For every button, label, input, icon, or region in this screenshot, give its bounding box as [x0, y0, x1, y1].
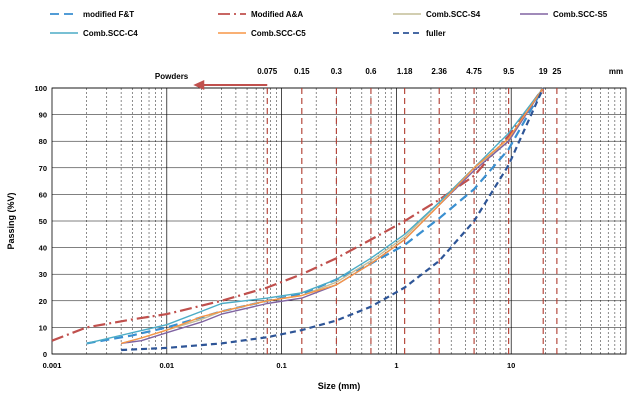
series-line — [51, 87, 545, 342]
sieve-label: 19 — [539, 67, 548, 76]
series-line — [120, 87, 544, 345]
sieve-unit-label: mm — [609, 67, 623, 76]
sieve-label: 0.3 — [331, 67, 343, 76]
y-tick-label: 100 — [34, 84, 47, 93]
y-tick-label: 60 — [39, 190, 47, 199]
y-tick-label: 90 — [39, 111, 47, 120]
legend-entry: Comb.SCC-C5 — [251, 29, 306, 38]
sieve-label: 25 — [552, 67, 561, 76]
legend-entry: Modified A&A — [251, 10, 303, 19]
y-axis-label: Passing (%V) — [6, 192, 16, 249]
powders-label: Powders — [155, 72, 189, 81]
series-line — [121, 87, 544, 345]
powders-annotation: Powders — [155, 72, 268, 90]
y-tick-label: 0 — [43, 350, 47, 359]
sieve-label: 1.18 — [397, 67, 413, 76]
y-tick-label: 80 — [39, 137, 47, 146]
axes: 0 10 20 30 40 50 60 70 80 90 100 0.001 0.01 0.1 1 10 — [34, 84, 515, 370]
sieve-label: 4.75 — [466, 67, 482, 76]
sieve-label: 2.36 — [431, 67, 447, 76]
plot-area: 0.075 0.15 0.3 0.6 1.18 2.36 4.75 9.5 19 25 mm — [51, 67, 627, 355]
legend-entry: Comb.SCC-S4 — [426, 10, 481, 19]
x-axis-label: Size (mm) — [318, 381, 361, 391]
sieve-label: 0.6 — [365, 67, 377, 76]
legend: modified F&T Modified A&A Comb.SCC-S4 Comb.… — [50, 10, 608, 38]
y-tick-label: 50 — [39, 217, 47, 226]
powders-arrow-head — [193, 80, 205, 90]
x-tick-label: 0.001 — [43, 361, 62, 370]
x-tick-label: 1 — [394, 361, 398, 370]
x-tick-label: 10 — [507, 361, 515, 370]
legend-entry: fuller — [426, 29, 446, 38]
y-tick-label: 10 — [39, 323, 47, 332]
series-lines — [51, 87, 545, 352]
legend-entry: modified F&T — [83, 10, 134, 19]
series-line — [121, 87, 545, 352]
grid — [52, 87, 626, 355]
x-tick-label: 0.01 — [159, 361, 174, 370]
sieve-label: 0.075 — [257, 67, 278, 76]
sieve-label: 9.5 — [503, 67, 515, 76]
y-tick-label: 40 — [39, 244, 47, 253]
y-tick-label: 20 — [39, 297, 47, 306]
x-tick-label: 0.1 — [276, 361, 286, 370]
y-tick-label: 70 — [39, 164, 47, 173]
y-tick-label: 30 — [39, 270, 47, 279]
legend-entry: Comb.SCC-C4 — [83, 29, 138, 38]
sieve-lines: 0.075 0.15 0.3 0.6 1.18 2.36 4.75 9.5 19 25 mm — [257, 67, 623, 354]
sieve-label: 0.15 — [294, 67, 310, 76]
legend-entry: Comb.SCC-S5 — [553, 10, 608, 19]
